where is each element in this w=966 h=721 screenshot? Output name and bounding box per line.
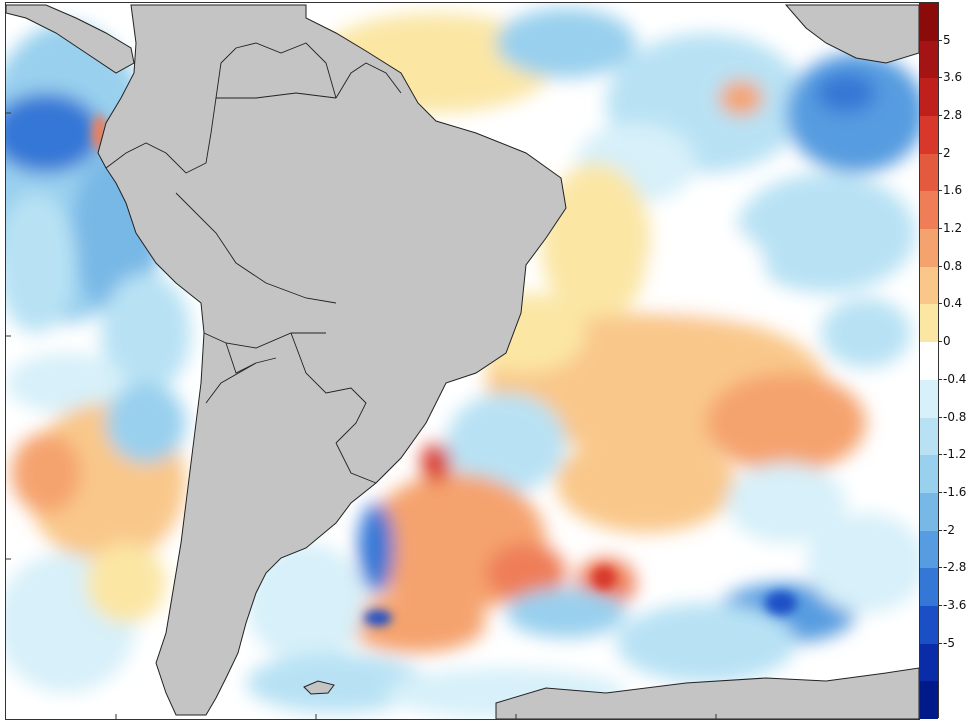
land: [6, 4, 919, 719]
colorbar-cell: [920, 229, 938, 268]
colorbar-cell: [920, 304, 938, 343]
colorbar-tick: [939, 529, 942, 531]
south-america: [97, 4, 567, 716]
colorbar-tick: [939, 190, 942, 192]
colorbar-cell: [920, 417, 938, 456]
antarctica: [495, 667, 919, 719]
colorbar-cell: [920, 530, 938, 569]
colorbar-tick: [939, 77, 942, 79]
colorbar-cell: [920, 116, 938, 155]
colorbar-label: 1.6: [943, 183, 963, 198]
colorbar-label: 0.4: [943, 296, 963, 311]
map-canvas: [6, 4, 919, 719]
colorbar-cell: [920, 153, 938, 192]
colorbar-label: -3.6: [943, 597, 966, 612]
colorbar-cell: [920, 40, 938, 79]
colorbar-tick: [939, 378, 942, 380]
colorbar-cell: [920, 379, 938, 418]
colorbar-label: 2.8: [943, 108, 963, 123]
colorbar-tick: [939, 491, 942, 493]
colorbar-label: 1.2: [943, 221, 963, 236]
colorbar-cell: [920, 266, 938, 305]
colorbar-tick: [939, 228, 942, 230]
colorbar-label: -1.2: [943, 447, 966, 462]
colorbar-tick: [939, 642, 942, 644]
axis-ticks: [6, 112, 717, 719]
colorbar-cell: [920, 3, 938, 42]
colorbar-label: -2: [943, 522, 955, 537]
colorbar-tick: [939, 567, 942, 569]
colorbar-label: 2: [943, 145, 951, 160]
colorbar-label: -1.6: [943, 484, 966, 499]
colorbar-tick: [939, 115, 942, 117]
colorbar-tick: [939, 454, 942, 456]
colorbar-label: -2.8: [943, 560, 966, 575]
colorbar-label: 5: [943, 32, 951, 47]
colorbar-cell: [920, 568, 938, 607]
colorbar-tick: [939, 604, 942, 606]
colorbar-tick: [939, 416, 942, 418]
anomaly-field: [6, 8, 919, 718]
colorbar-cell: [920, 643, 938, 682]
colorbar-label: -0.8: [943, 409, 966, 424]
colorbar-label: 0: [943, 334, 951, 349]
anomaly-map: [5, 2, 920, 720]
colorbar-label: 0.8: [943, 258, 963, 273]
colorbar-tick: [939, 265, 942, 267]
colorbar-cell: [920, 342, 938, 381]
colorbar-label: -0.4: [943, 371, 966, 386]
colorbar-cell: [920, 492, 938, 532]
central-america: [6, 4, 135, 74]
colorbar-cell: [920, 455, 938, 494]
colorbar-cell: [920, 191, 938, 230]
africa: [784, 4, 919, 64]
color-scale-bar: [919, 2, 939, 720]
colorbar-label: -5: [943, 635, 955, 650]
colorbar-cell: [920, 78, 938, 117]
colorbar-tick: [939, 341, 942, 343]
colorbar-label: 3.6: [943, 70, 963, 85]
country-borders: [105, 42, 402, 484]
colorbar-tick: [939, 303, 942, 305]
colorbar-cell: [920, 681, 938, 720]
colorbar-tick: [939, 39, 942, 41]
colorbar-cell: [920, 605, 938, 645]
colorbar-tick: [939, 152, 942, 154]
falkland-islands: [303, 680, 335, 695]
